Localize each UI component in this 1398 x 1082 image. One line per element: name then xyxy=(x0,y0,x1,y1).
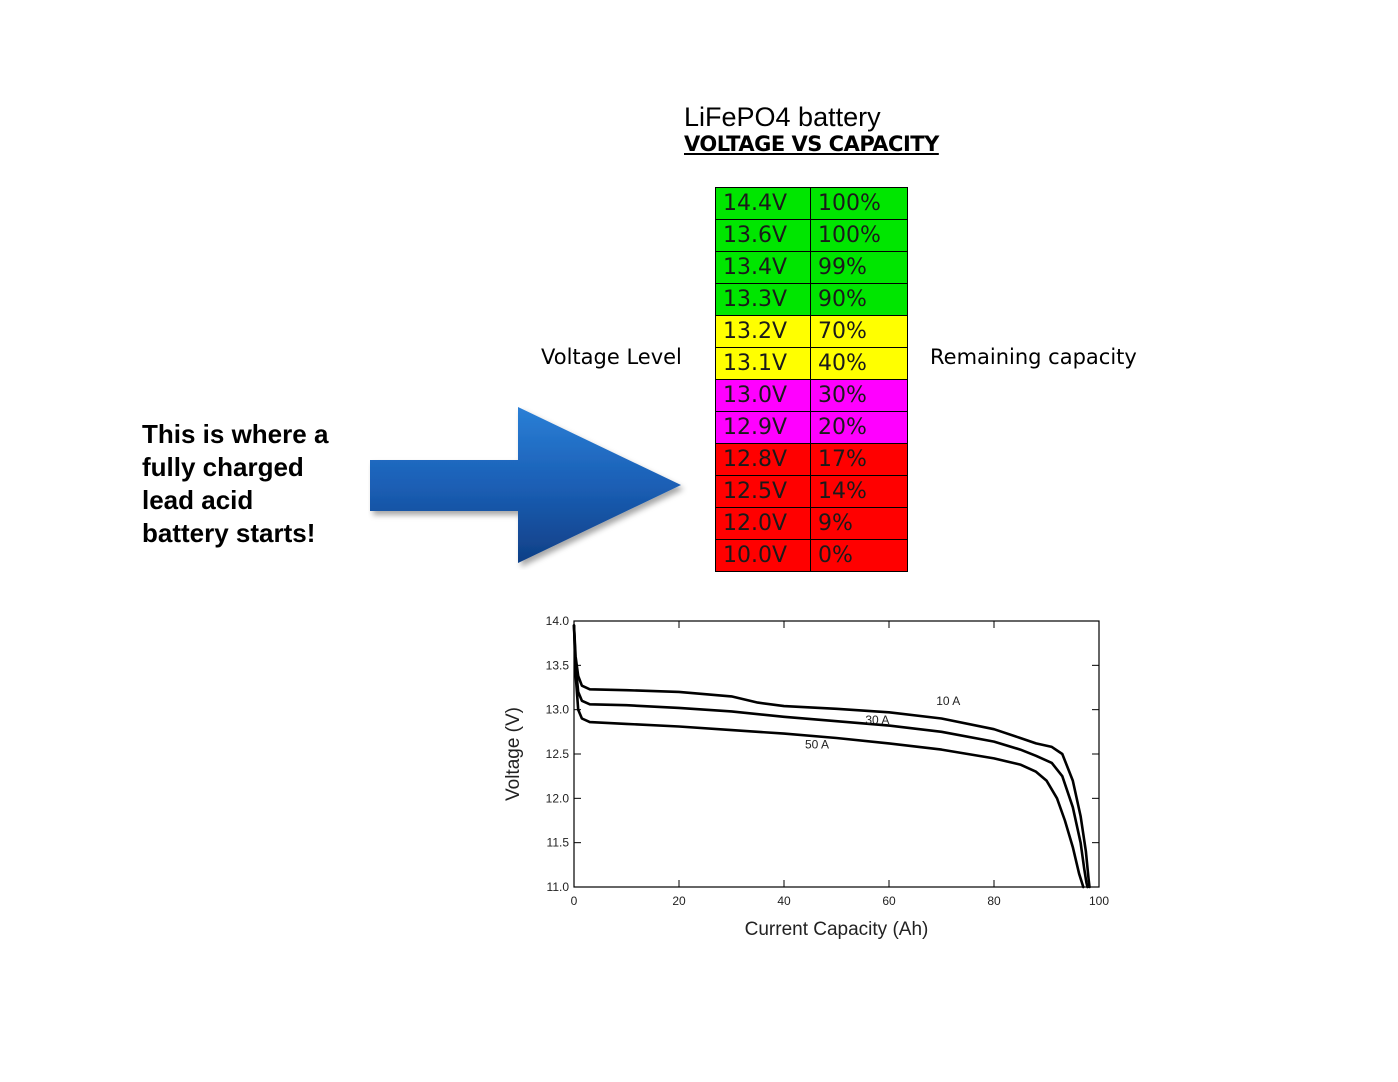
table-row: 12.0V 9% xyxy=(715,507,908,540)
table-row: 14.4V 100% xyxy=(715,187,908,220)
voltage-cell: 13.2V xyxy=(715,315,811,348)
table-row: 13.4V 99% xyxy=(715,251,908,284)
y-axis-label: Voltage (V) xyxy=(503,707,524,801)
lead-acid-callout: This is where a fully charged lead acid … xyxy=(142,418,328,550)
voltage-cell: 13.1V xyxy=(715,347,811,380)
table-row: 13.0V 30% xyxy=(715,379,908,412)
remaining-capacity-label: Remaining capacity xyxy=(930,345,1137,369)
capacity-cell: 20% xyxy=(810,411,908,444)
x-tick-label: 100 xyxy=(1089,894,1109,908)
table-row: 13.3V 90% xyxy=(715,283,908,316)
series-annotation: 10 A xyxy=(936,694,960,708)
voltage-cell: 12.5V xyxy=(715,475,811,508)
voltage-cell: 14.4V xyxy=(715,187,811,220)
table-row: 12.9V 20% xyxy=(715,411,908,444)
x-tick-label: 40 xyxy=(777,894,791,908)
capacity-cell: 90% xyxy=(810,283,908,316)
series-line xyxy=(572,624,1085,889)
x-tick-label: 20 xyxy=(672,894,686,908)
y-tick-label: 12.0 xyxy=(546,791,570,805)
capacity-cell: 99% xyxy=(810,251,908,284)
table-row: 10.0V 0% xyxy=(715,539,908,572)
capacity-cell: 9% xyxy=(810,507,908,540)
y-tick-label: 13.0 xyxy=(546,703,570,717)
page-title: LiFePO4 battery xyxy=(684,102,881,132)
series-annotation: 30 A xyxy=(865,713,889,727)
callout-line: This is where a xyxy=(142,419,329,449)
y-tick-label: 14.0 xyxy=(546,614,570,628)
series-line xyxy=(572,624,1089,889)
x-tick-label: 0 xyxy=(571,894,578,908)
capacity-cell: 100% xyxy=(810,187,908,220)
series-annotation: 50 A xyxy=(805,738,829,752)
capacity-cell: 100% xyxy=(810,219,908,252)
y-tick-label: 13.5 xyxy=(546,658,570,672)
y-tick-label: 11.5 xyxy=(547,836,570,850)
voltage-cell: 13.3V xyxy=(715,283,811,316)
voltage-cell: 13.6V xyxy=(715,219,811,252)
capacity-cell: 30% xyxy=(810,379,908,412)
y-tick-label: 11.0 xyxy=(547,880,570,894)
x-tick-label: 80 xyxy=(987,894,1001,908)
voltage-level-label: Voltage Level xyxy=(541,345,682,369)
voltage-cell: 12.0V xyxy=(715,507,811,540)
capacity-cell: 17% xyxy=(810,443,908,476)
table-row: 13.1V 40% xyxy=(715,347,908,380)
callout-line: lead acid xyxy=(142,485,254,515)
callout-line: battery starts! xyxy=(142,518,316,548)
table-row: 13.6V 100% xyxy=(715,219,908,252)
capacity-cell: 40% xyxy=(810,347,908,380)
capacity-cell: 70% xyxy=(810,315,908,348)
table-row: 13.2V 70% xyxy=(715,315,908,348)
voltage-cell: 13.4V xyxy=(715,251,811,284)
table-row: 12.5V 14% xyxy=(715,475,908,508)
table-row: 12.8V 17% xyxy=(715,443,908,476)
voltage-cell: 12.9V xyxy=(715,411,811,444)
callout-line: fully charged xyxy=(142,452,304,482)
voltage-cell: 12.8V xyxy=(715,443,811,476)
arrow-right-icon xyxy=(370,407,681,563)
x-axis-label: Current Capacity (Ah) xyxy=(745,919,929,940)
voltage-cell: 13.0V xyxy=(715,379,811,412)
series-line xyxy=(572,624,1091,889)
y-tick-label: 12.5 xyxy=(546,747,570,761)
plot-frame xyxy=(573,620,1100,888)
voltage-capacity-table: 14.4V 100% 13.6V 100% 13.4V 99% 13.3V 90% 13.2V 7… xyxy=(715,187,908,572)
x-tick-label: 60 xyxy=(882,894,896,908)
capacity-cell: 0% xyxy=(810,539,908,572)
discharge-chart: Current Capacity (Ah) Voltage (V) 0 20 40 60… xyxy=(503,614,1109,940)
capacity-cell: 14% xyxy=(810,475,908,508)
page-subtitle: VOLTAGE VS CAPACITY xyxy=(684,132,939,156)
voltage-cell: 10.0V xyxy=(715,539,811,572)
